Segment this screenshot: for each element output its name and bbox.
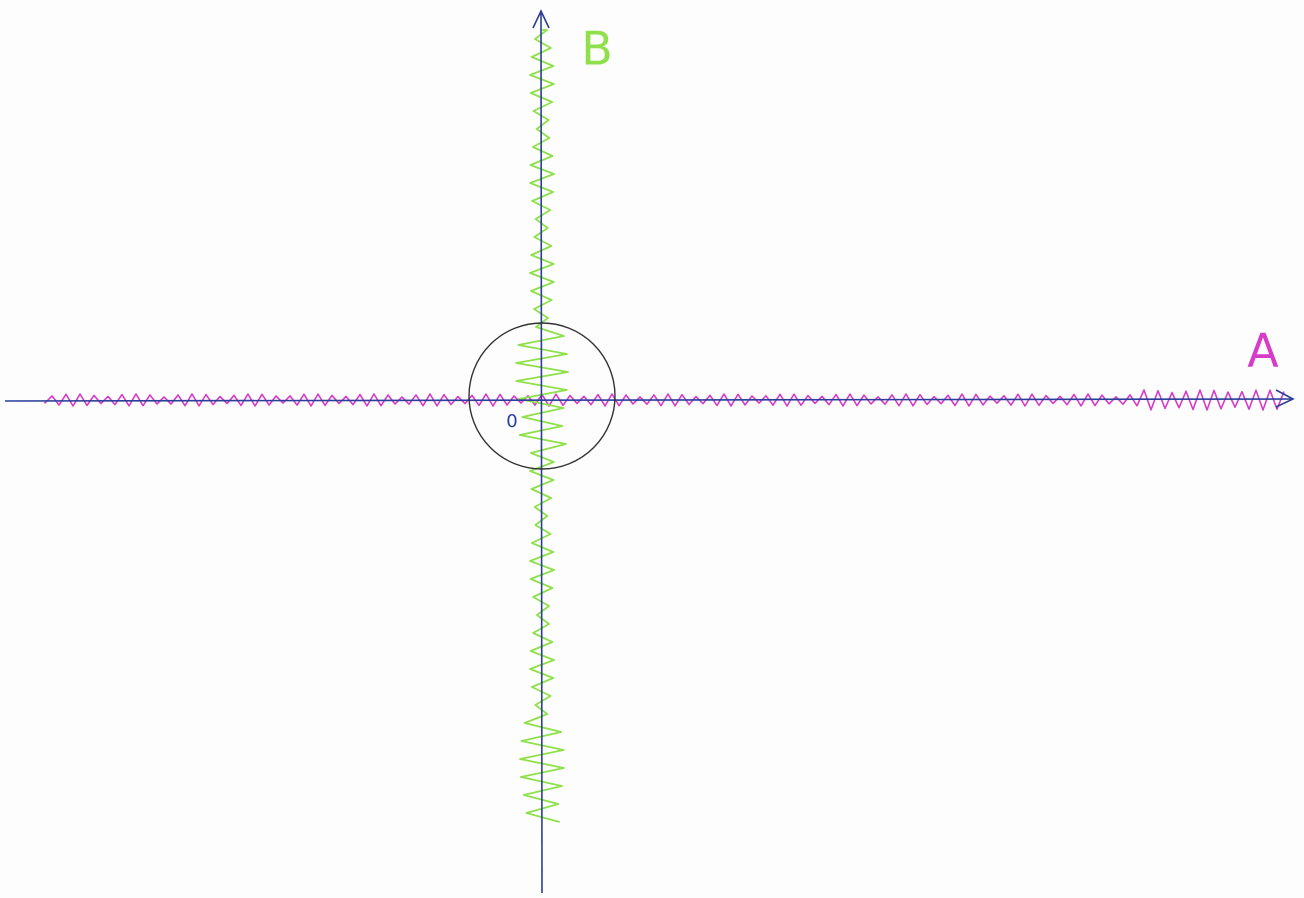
label-a: A	[1247, 324, 1279, 378]
label-b: B	[581, 22, 613, 76]
axis-b	[541, 12, 542, 893]
diagram: B A 0	[0, 0, 1304, 898]
page: B A 0 (() => { const data = JSON.parse(d…	[0, 0, 1304, 898]
label-origin: 0	[506, 411, 517, 432]
paper	[0, 0, 1304, 898]
